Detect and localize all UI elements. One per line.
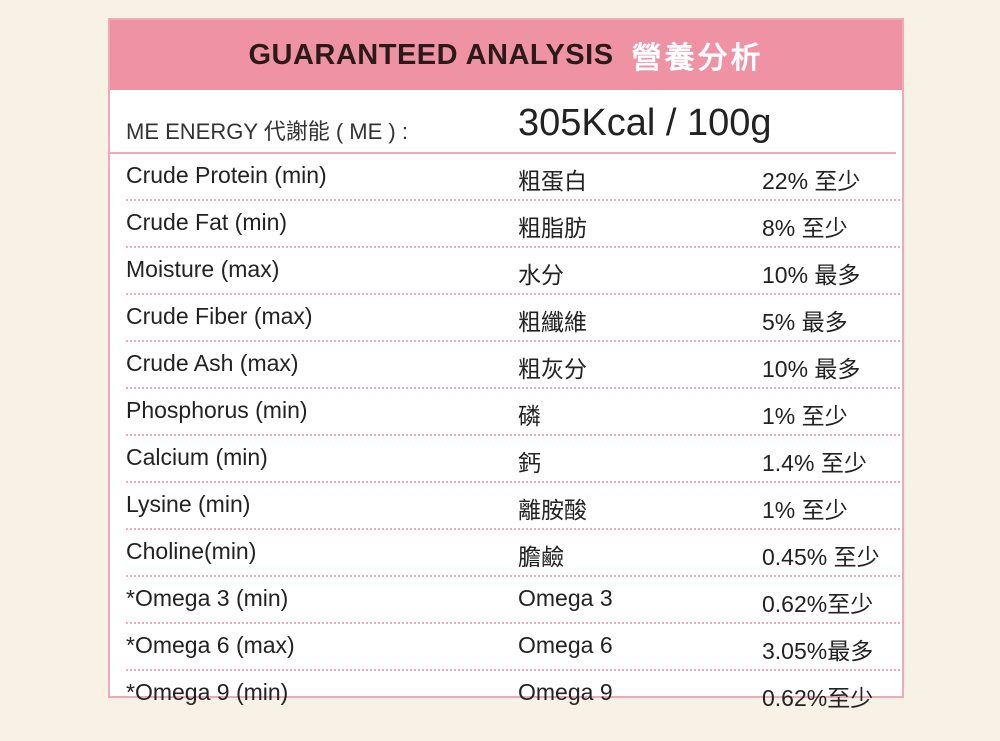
energy-value: 305Kcal / 100g <box>518 102 772 144</box>
nutrient-name: Crude Fiber (max) <box>126 303 313 329</box>
table-row: Crude Fiber (max) 粗纖維 5% 最多 <box>126 295 900 342</box>
nutrient-name: Moisture (max) <box>126 256 280 282</box>
nutrient-name-zh: 粗纖維 <box>518 309 587 335</box>
energy-label: ME ENERGY 代謝能 ( ME ) : <box>126 119 408 144</box>
nutrient-name-zh: 粗蛋白 <box>518 168 587 194</box>
nutrient-name: Crude Ash (max) <box>126 350 299 376</box>
nutrient-value: 3.05%最多 <box>762 638 874 664</box>
title-zh: 營養分析 <box>631 42 764 75</box>
nutrient-name-zh: 離胺酸 <box>518 497 587 523</box>
nutrient-value: 5% 最多 <box>762 309 848 335</box>
nutrient-value: 0.62%至少 <box>762 591 874 617</box>
nutrient-value: 10% 最多 <box>762 262 861 288</box>
nutrient-value: 8% 至少 <box>762 215 848 241</box>
nutrient-name-zh: 磷 <box>518 403 541 429</box>
title: GUARANTEED ANALYSIS <box>248 38 614 71</box>
nutrient-name: Calcium (min) <box>126 444 268 470</box>
nutrient-value: 1% 至少 <box>762 497 848 523</box>
nutrient-value: 10% 最多 <box>762 356 861 382</box>
nutrient-name: Crude Protein (min) <box>126 162 327 188</box>
table-row: *Omega 3 (min) Omega 3 0.62%至少 <box>126 577 900 624</box>
nutrient-name-zh: 粗脂肪 <box>518 215 587 241</box>
nutrient-name: Lysine (min) <box>126 491 251 517</box>
nutrient-name: Phosphorus (min) <box>126 397 308 423</box>
table-row: Moisture (max) 水分 10% 最多 <box>126 248 900 295</box>
nutrient-value: 0.45% 至少 <box>762 544 880 570</box>
nutrient-name-zh: Omega 9 <box>518 679 613 705</box>
nutrient-name-zh: 膽鹼 <box>518 544 564 570</box>
table-row: Crude Protein (min) 粗蛋白 22% 至少 <box>126 154 900 201</box>
nutrient-name: Crude Fat (min) <box>126 209 288 235</box>
nutrient-name-zh: Omega 3 <box>518 585 613 611</box>
nutrient-table: Crude Protein (min) 粗蛋白 22% 至少 Crude Fat (m… <box>110 154 900 716</box>
nutrient-value: 1.4% 至少 <box>762 450 867 476</box>
nutrient-value: 0.62%至少 <box>762 685 874 711</box>
nutrient-name: Choline(min) <box>126 538 257 564</box>
energy-row: ME ENERGY 代謝能 ( ME ) : 305Kcal / 100g <box>110 90 896 154</box>
table-row: Crude Fat (min) 粗脂肪 8% 至少 <box>126 201 900 248</box>
nutrient-name-zh: Omega 6 <box>518 632 613 658</box>
nutrient-name: *Omega 6 (max) <box>126 632 295 658</box>
nutrient-name-zh: 粗灰分 <box>518 356 587 382</box>
nutrient-name-zh: 水分 <box>518 262 564 288</box>
nutrient-name: *Omega 3 (min) <box>126 585 289 611</box>
table-row: Calcium (min) 鈣 1.4% 至少 <box>126 436 900 483</box>
table-row: *Omega 6 (max) Omega 6 3.05%最多 <box>126 624 900 671</box>
table-row: Crude Ash (max) 粗灰分 10% 最多 <box>126 342 900 389</box>
nutrient-name: *Omega 9 (min) <box>126 679 289 705</box>
nutrient-value: 1% 至少 <box>762 403 848 429</box>
nutrient-name-zh: 鈣 <box>518 450 541 476</box>
header: GUARANTEED ANALYSIS 營養分析 <box>110 20 902 90</box>
table-row: Lysine (min) 離胺酸 1% 至少 <box>126 483 900 530</box>
table-row: Choline(min) 膽鹼 0.45% 至少 <box>126 530 900 577</box>
table-row: *Omega 9 (min) Omega 9 0.62%至少 <box>126 671 900 716</box>
nutrient-value: 22% 至少 <box>762 168 861 194</box>
analysis-card: GUARANTEED ANALYSIS 營養分析 ME ENERGY 代謝能 (… <box>108 18 904 711</box>
table-row: Phosphorus (min) 磷 1% 至少 <box>126 389 900 436</box>
